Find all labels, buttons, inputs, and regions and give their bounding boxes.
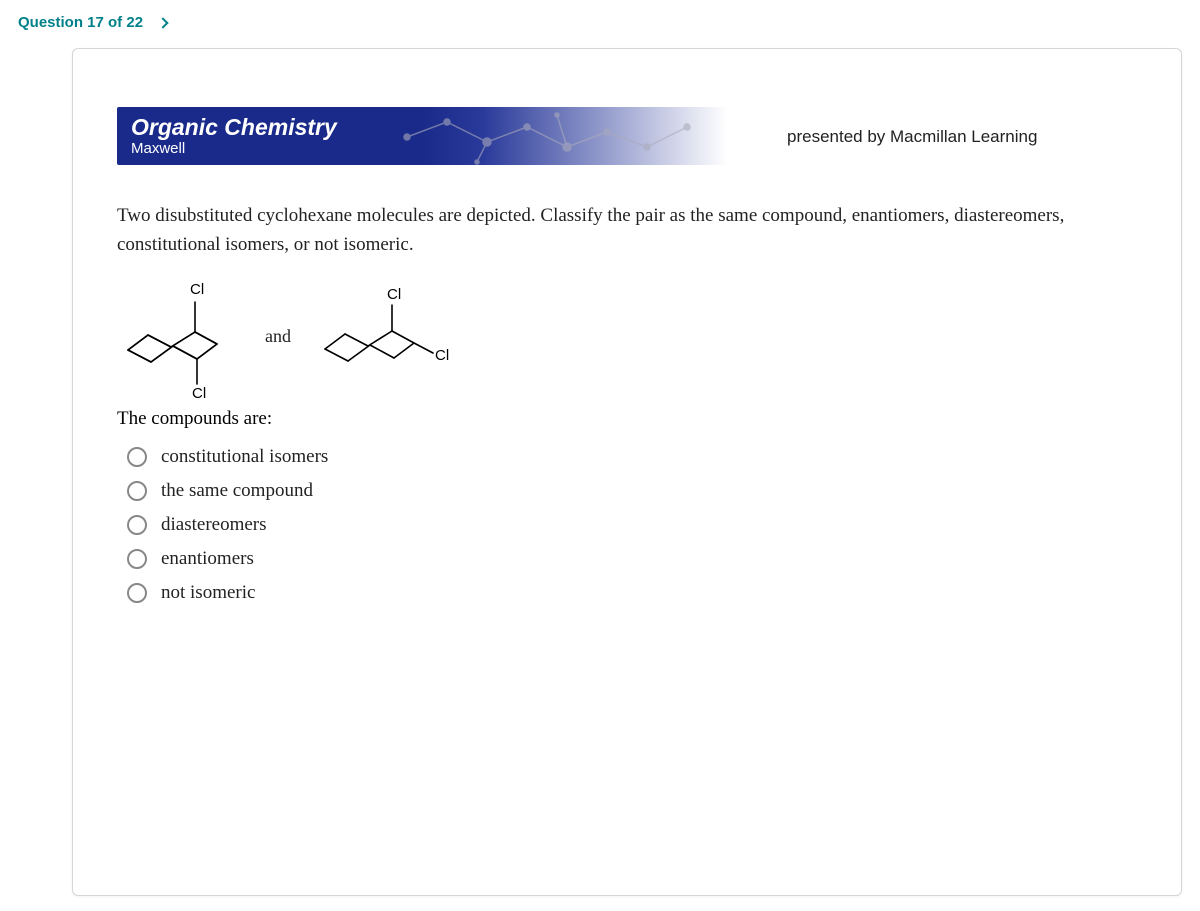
cl-label: Cl [190, 281, 204, 298]
option-label: enantiomers [161, 548, 254, 570]
question-header: Question 17 of 22 [0, 0, 1200, 39]
radio-icon[interactable] [127, 447, 147, 467]
course-banner: Organic Chemistry Maxwell presented by M… [117, 107, 1181, 165]
option-diastereomers[interactable]: diastereomers [127, 514, 1137, 536]
cl-label: Cl [435, 347, 449, 364]
course-author: Maxwell [131, 140, 727, 157]
question-counter: Question 17 of 22 [18, 14, 143, 31]
question-card: Organic Chemistry Maxwell presented by M… [72, 48, 1182, 896]
course-title: Organic Chemistry [131, 115, 727, 139]
radio-icon[interactable] [127, 549, 147, 569]
radio-icon[interactable] [127, 515, 147, 535]
option-same-compound[interactable]: the same compound [127, 480, 1137, 502]
radio-icon[interactable] [127, 481, 147, 501]
question-content: Two disubstituted cyclohexane molecules … [73, 165, 1181, 604]
option-label: the same compound [161, 480, 313, 502]
molecule-1-icon: Cl Cl [113, 272, 243, 402]
option-not-isomeric[interactable]: not isomeric [127, 582, 1137, 604]
question-text: Two disubstituted cyclohexane molecules … [117, 201, 1097, 260]
answer-options: constitutional isomers the same compound… [117, 446, 1137, 604]
molecules-row: Cl Cl and [113, 272, 1137, 402]
option-label: constitutional isomers [161, 446, 328, 468]
molecule-2-icon: Cl Cl [313, 287, 463, 387]
radio-icon[interactable] [127, 583, 147, 603]
presented-by-text: presented by Macmillan Learning [787, 127, 1037, 147]
connector-text: and [265, 326, 291, 347]
cl-label: Cl [387, 287, 401, 303]
next-question-icon[interactable] [157, 17, 168, 28]
option-constitutional-isomers[interactable]: constitutional isomers [127, 446, 1137, 468]
option-label: not isomeric [161, 582, 255, 604]
option-label: diastereomers [161, 514, 267, 536]
sub-prompt: The compounds are: [117, 408, 1137, 430]
cl-label: Cl [192, 385, 206, 402]
option-enantiomers[interactable]: enantiomers [127, 548, 1137, 570]
